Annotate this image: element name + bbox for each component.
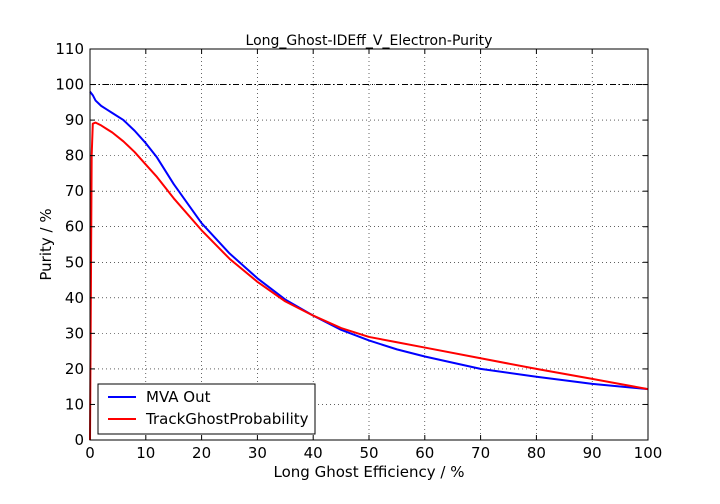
x-tick-label: 20 (192, 444, 211, 462)
y-tick-label: 70 (65, 182, 84, 200)
x-tick-label: 80 (527, 444, 546, 462)
y-tick-label: 30 (65, 324, 84, 342)
x-tick-label: 100 (634, 444, 663, 462)
y-tick-label: 100 (55, 76, 84, 94)
x-tick-label: 40 (304, 444, 323, 462)
legend-label-mva-out: MVA Out (146, 388, 211, 406)
y-tick-label: 80 (65, 147, 84, 165)
y-tick-label: 20 (65, 360, 84, 378)
x-tick-label: 30 (248, 444, 267, 462)
y-tick-label: 90 (65, 111, 84, 129)
legend-box (97, 383, 316, 435)
grid (90, 49, 648, 440)
series-group (89, 91, 649, 441)
x-axis-label: Long Ghost Efficiency / % (274, 463, 465, 481)
x-tick-label: 70 (471, 444, 490, 462)
x-tick-label: 90 (583, 444, 602, 462)
y-tick-label: 60 (65, 218, 84, 236)
x-tick-label: 10 (136, 444, 155, 462)
legend: MVA Out TrackGhostProbability (97, 383, 316, 435)
y-tick-label: 110 (55, 40, 84, 58)
series-line-trackghostprobability (89, 121, 649, 441)
y-tick-label: 0 (74, 431, 84, 449)
y-tick-label: 50 (65, 253, 84, 271)
y-tick-label: 10 (65, 395, 84, 413)
x-tick-label: 60 (415, 444, 434, 462)
y-tick-label: 40 (65, 289, 84, 307)
x-tick-label: 0 (85, 444, 95, 462)
chart-title: Long_Ghost-IDEff_V_Electron-Purity (246, 33, 493, 49)
series-line-mva-out (89, 91, 649, 391)
y-axis-label: Purity / % (37, 208, 55, 280)
ticks: 0 10 20 30 40 50 60 70 80 90 100 0 10 20 30 40 50 60 70 80 9… (55, 40, 662, 462)
legend-label-trackghostprobability: TrackGhostProbability (145, 410, 309, 428)
x-tick-label: 50 (359, 444, 378, 462)
